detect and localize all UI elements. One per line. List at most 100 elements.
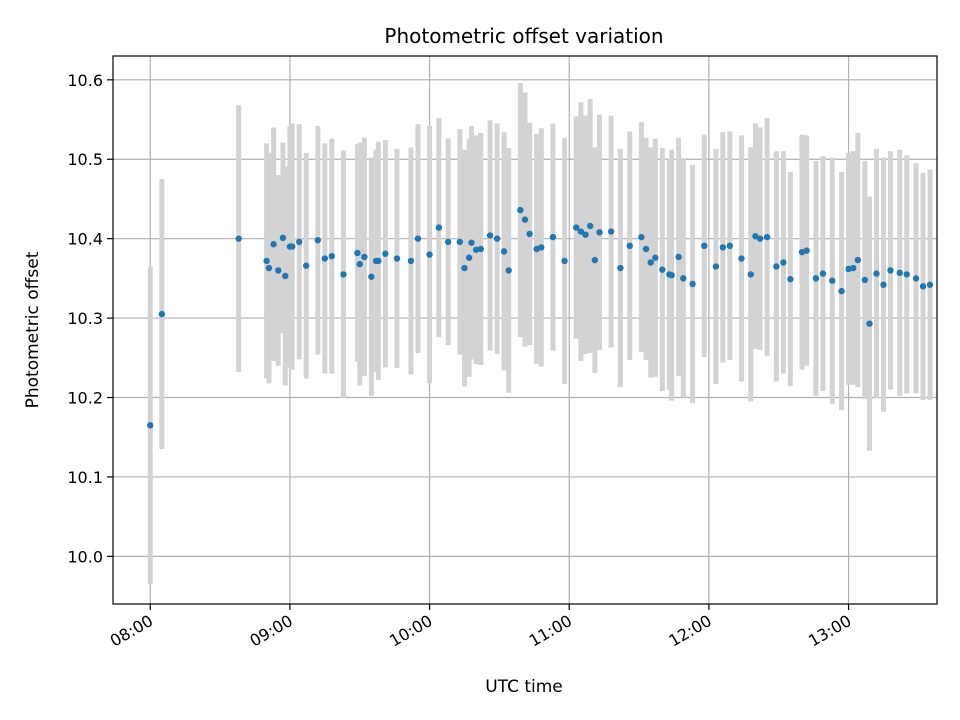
data-point bbox=[638, 233, 645, 241]
data-point bbox=[861, 276, 869, 284]
data-point bbox=[586, 222, 594, 230]
data-point bbox=[887, 267, 894, 274]
data-point bbox=[919, 283, 927, 290]
data-point bbox=[787, 275, 794, 283]
data-point bbox=[296, 238, 303, 246]
data-point bbox=[617, 264, 624, 272]
data-point bbox=[340, 271, 347, 278]
data-point bbox=[680, 275, 687, 282]
data-point bbox=[582, 231, 589, 238]
data-point bbox=[773, 263, 780, 270]
chart-title: Photometric offset variation bbox=[384, 24, 663, 48]
data-point bbox=[505, 267, 512, 274]
data-point bbox=[642, 245, 650, 253]
data-point bbox=[626, 242, 633, 250]
data-point bbox=[444, 238, 452, 246]
data-point bbox=[263, 257, 270, 265]
y-tick-label: 10.3 bbox=[67, 309, 103, 328]
data-point bbox=[803, 247, 810, 254]
data-point bbox=[850, 264, 857, 272]
data-point bbox=[270, 241, 277, 248]
data-point bbox=[486, 232, 494, 239]
data-point bbox=[896, 269, 903, 277]
x-tick-label: 09:00 bbox=[246, 611, 295, 651]
data-point bbox=[500, 248, 508, 255]
data-point bbox=[465, 254, 473, 261]
data-point bbox=[477, 245, 484, 253]
data-point bbox=[426, 251, 433, 258]
x-tick-label: 12:00 bbox=[665, 611, 714, 651]
data-point bbox=[279, 234, 287, 242]
data-point bbox=[361, 253, 368, 261]
data-point bbox=[747, 271, 754, 278]
x-tick-label: 13:00 bbox=[805, 611, 854, 651]
data-point bbox=[314, 237, 322, 244]
data-point bbox=[689, 280, 696, 288]
error-bars bbox=[147, 83, 933, 585]
data-point bbox=[158, 310, 166, 318]
data-point bbox=[561, 257, 568, 265]
data-point bbox=[838, 287, 845, 295]
data-point bbox=[701, 242, 708, 250]
y-tick-label: 10.1 bbox=[67, 468, 103, 487]
data-point bbox=[468, 239, 475, 246]
data-point bbox=[577, 228, 585, 235]
x-tick-label: 08:00 bbox=[107, 611, 156, 651]
x-tick-label: 10:00 bbox=[386, 611, 435, 651]
data-point bbox=[675, 253, 682, 261]
data-point bbox=[493, 235, 501, 242]
data-point bbox=[763, 233, 771, 241]
data-point bbox=[302, 262, 310, 269]
data-point bbox=[926, 281, 934, 288]
x-axis-label: UTC time bbox=[485, 677, 563, 697]
data-point bbox=[393, 255, 401, 262]
data-points bbox=[147, 206, 934, 429]
data-point bbox=[435, 224, 443, 231]
y-tick-label: 10.0 bbox=[67, 547, 103, 566]
data-point bbox=[607, 228, 615, 235]
data-point bbox=[819, 270, 827, 277]
data-point bbox=[866, 320, 873, 327]
data-point bbox=[382, 250, 389, 257]
data-point bbox=[407, 257, 415, 265]
plot-frame bbox=[112, 55, 938, 605]
data-point bbox=[780, 259, 787, 266]
data-point bbox=[712, 263, 720, 270]
data-point bbox=[903, 271, 910, 278]
data-point bbox=[275, 267, 282, 274]
data-point bbox=[652, 254, 659, 261]
data-point bbox=[282, 272, 289, 280]
data-point bbox=[596, 229, 603, 236]
x-tick-label: 11:00 bbox=[526, 611, 575, 651]
y-tick-label: 10.6 bbox=[67, 71, 103, 90]
data-point bbox=[647, 259, 654, 266]
data-point bbox=[880, 281, 887, 288]
y-tick-label: 10.4 bbox=[67, 230, 103, 249]
data-point bbox=[726, 242, 734, 250]
data-point bbox=[549, 233, 557, 241]
data-point bbox=[456, 238, 464, 246]
y-tick-label: 10.5 bbox=[67, 150, 103, 169]
data-point bbox=[812, 275, 820, 282]
data-point bbox=[147, 422, 154, 429]
data-point bbox=[414, 235, 422, 242]
data-point bbox=[829, 277, 836, 284]
data-point bbox=[356, 260, 363, 268]
data-point bbox=[265, 264, 273, 272]
y-axis-label: Photometric offset bbox=[23, 251, 43, 408]
data-point bbox=[289, 243, 296, 250]
data-point bbox=[328, 252, 336, 260]
data-point bbox=[235, 235, 242, 242]
data-point bbox=[375, 257, 382, 265]
data-point bbox=[538, 244, 545, 251]
data-point bbox=[912, 275, 920, 282]
data-point bbox=[461, 264, 468, 272]
data-point bbox=[517, 206, 524, 214]
data-point bbox=[854, 256, 862, 264]
data-point bbox=[354, 249, 361, 257]
data-point bbox=[668, 272, 675, 279]
data-point bbox=[719, 244, 727, 251]
data-point bbox=[738, 255, 745, 262]
